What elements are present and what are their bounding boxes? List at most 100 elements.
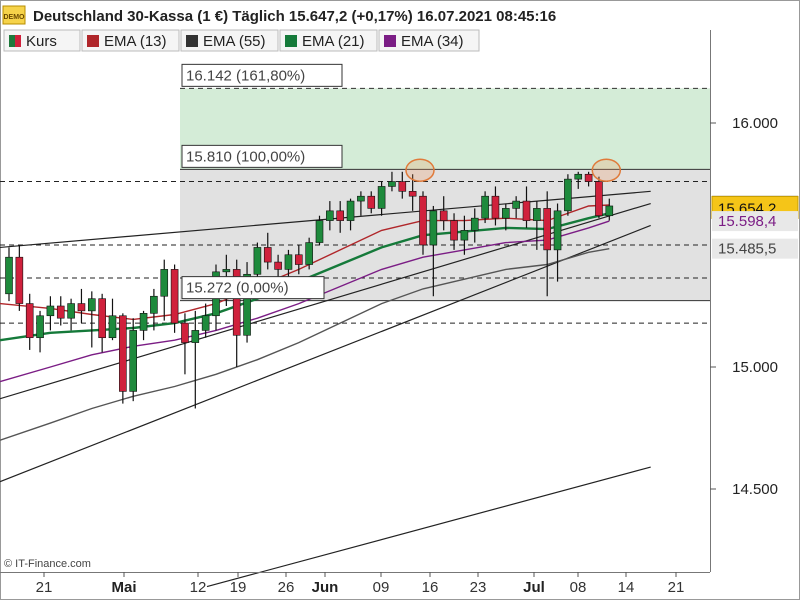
candle-body	[460, 230, 469, 241]
fib-label: 15.272 (0,00%)	[186, 280, 289, 297]
candle-body	[398, 181, 407, 192]
legend-label: EMA (55)	[203, 33, 266, 50]
candle-body	[119, 315, 127, 392]
candle-body	[284, 254, 293, 270]
candle-body	[439, 210, 448, 221]
candle-body	[5, 256, 13, 295]
x-tick-label: Mai	[111, 579, 136, 596]
candle-body	[88, 298, 96, 312]
legend-label: EMA (21)	[302, 33, 365, 50]
y-axis: 16.000 15.000 14.500	[710, 115, 778, 498]
x-tick-label: 12	[190, 579, 207, 596]
x-tick-label: 21	[668, 579, 685, 596]
double-top-marker	[591, 158, 622, 182]
fib-label: 15.810 (100,00%)	[186, 148, 305, 165]
candle-body	[481, 195, 489, 219]
fib-label-box	[181, 276, 325, 300]
fib-label-box	[181, 144, 343, 168]
legend-item	[279, 29, 378, 52]
legend-swatch	[384, 35, 396, 47]
candle-body	[315, 220, 324, 243]
trendline	[0, 202, 651, 400]
candle-body	[419, 195, 427, 246]
candle-body	[36, 315, 44, 339]
y-tick-label: 14.500	[732, 481, 778, 498]
candle-body	[564, 178, 572, 212]
price-labels: 15.664,115.654,215.598,415.485,5	[711, 194, 799, 259]
candle-body	[263, 247, 272, 263]
candle-body	[543, 208, 552, 251]
candle-body	[326, 210, 334, 221]
x-tick-label: 26	[278, 579, 295, 596]
candle-body	[56, 305, 65, 319]
candle-body	[605, 205, 614, 217]
candle-body	[584, 173, 593, 182]
y-tick-label: 16.000	[732, 115, 778, 132]
price-label-bg	[712, 238, 798, 259]
candle-body	[367, 195, 376, 209]
price-label: 15.485,5	[718, 241, 776, 258]
chart-title: Deutschland 30-Kassa (1 €) Täglich 15.64…	[33, 8, 556, 25]
legend-item	[81, 29, 180, 52]
candle-body	[346, 200, 355, 221]
legend: Kurs EMA (13) EMA (55) EMA (21) EMA (34)	[3, 29, 480, 52]
trendline	[0, 190, 651, 249]
price-label-bg	[712, 211, 798, 232]
demo-badge-label: DEMO	[4, 14, 26, 21]
legend-swatch	[285, 35, 297, 47]
candle-body	[46, 305, 55, 317]
candle-body	[232, 269, 241, 336]
candle-body	[408, 191, 417, 197]
x-tick-label: 09	[373, 579, 390, 596]
candle-body	[253, 247, 262, 275]
legend-swatch	[87, 35, 99, 47]
candle-body	[243, 273, 251, 336]
candle-body	[501, 208, 510, 219]
candle-body	[98, 298, 106, 339]
legend-swatch	[15, 35, 21, 47]
candle-body	[77, 303, 86, 312]
candle-body	[191, 330, 200, 343]
legend-label: EMA (13)	[104, 33, 167, 50]
legend-swatch	[9, 35, 15, 47]
candle-body	[450, 220, 458, 241]
candle-body	[150, 295, 158, 314]
x-tick-label: 21	[36, 579, 53, 596]
x-tick-label: 19	[230, 579, 247, 596]
candle-body	[25, 303, 34, 339]
legend-label: EMA (34)	[401, 33, 464, 50]
level-lines	[0, 87, 710, 324]
x-tick-label: 23	[470, 579, 487, 596]
y-tick-label: 15.000	[732, 359, 778, 376]
legend-item	[3, 29, 81, 52]
candle-body	[274, 261, 282, 270]
candle-body	[67, 303, 75, 319]
candle-body	[553, 210, 562, 251]
candle-body	[170, 269, 179, 324]
x-tick-label: Jul	[523, 579, 545, 596]
candle-body	[181, 322, 189, 343]
x-tick-label: 14	[618, 579, 635, 596]
candle-body	[595, 181, 603, 217]
trendline	[0, 224, 651, 483]
trendline	[206, 466, 651, 588]
candle-body	[491, 195, 500, 219]
candle-body	[377, 186, 386, 209]
x-axis: 21 Mai 12 19 26 Jun 09 16 23 Jul 08 14 21	[36, 572, 685, 596]
x-tick-label: 08	[570, 579, 587, 596]
copyright: © IT-Finance.com	[4, 558, 91, 570]
candle-body	[533, 208, 541, 221]
candle-body	[522, 200, 531, 221]
candle-body	[357, 195, 365, 202]
candle-body	[15, 256, 24, 304]
candle-body	[429, 210, 438, 246]
legend-item	[378, 29, 480, 52]
candle-body	[305, 242, 313, 265]
candle-body	[222, 269, 231, 273]
legend-item	[180, 29, 279, 52]
fib-label: 16.142 (161,80%)	[186, 67, 305, 84]
price-label: 15.598,4	[718, 213, 776, 230]
top-markers	[405, 158, 622, 182]
candle-body	[388, 181, 396, 187]
